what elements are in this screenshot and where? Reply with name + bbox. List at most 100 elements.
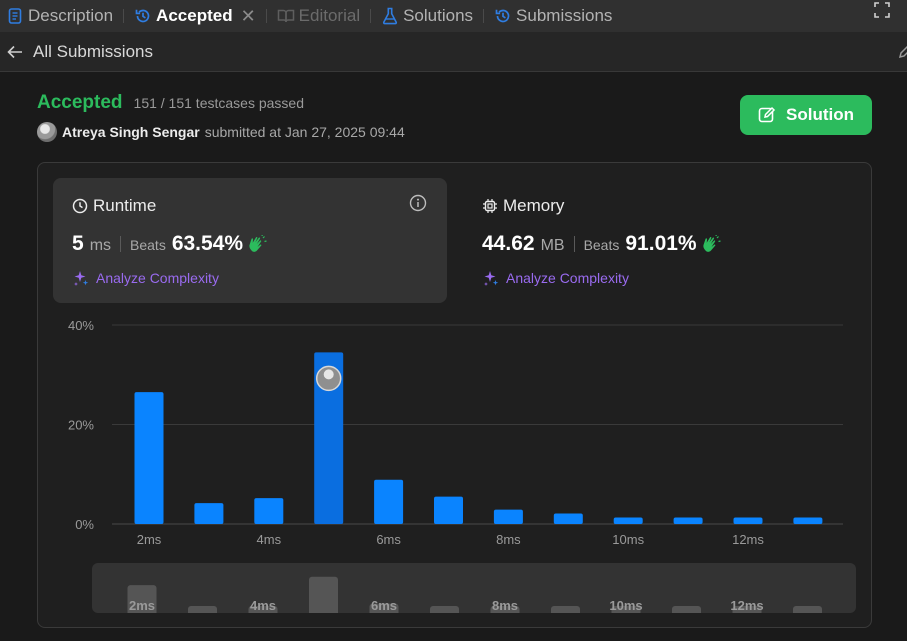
overview-bar [672,606,701,613]
selected-bar[interactable] [314,352,344,524]
fullscreen-icon[interactable] [873,1,891,19]
chart-bar[interactable] [254,498,284,524]
tab-divider [123,9,125,23]
x-tick-label: 12ms [732,532,764,547]
memory-value: 44.62 [482,232,535,255]
chart-bar[interactable] [553,513,583,524]
analyze-complexity-label: Analyze Complexity [96,270,219,286]
memory-title: Memory [503,196,565,215]
y-tick-label: 40% [68,318,94,333]
overview-bar [732,606,762,613]
chart-bar[interactable] [493,509,523,524]
submitted-time: submitted at Jan 27, 2025 09:44 [204,124,405,140]
close-icon[interactable]: ✕ [240,5,256,26]
tab-submissions-label: Submissions [516,6,613,25]
runtime-distribution-chart[interactable]: 40% 20% 0% 2ms 4ms 6ms 8ms 10ms 12ms [38,313,872,553]
overview-tick-label: 8ms [492,598,518,613]
avatar[interactable] [37,122,57,142]
chart-bar[interactable] [613,517,643,524]
overview-bar [248,606,278,613]
overview-bar [127,585,157,613]
book-icon [277,7,295,25]
runtime-beats-label: Beats [130,237,166,253]
all-submissions-link[interactable]: All Submissions [6,42,153,62]
runtime-beats-percent: 63.54% [171,232,244,255]
sparkle-icon [484,271,499,286]
runtime-panel[interactable]: Runtime 5 ms Beats 63.54% Analyze Comple… [53,178,447,303]
chip-icon [483,199,497,213]
chart-bar[interactable] [733,517,763,524]
overview-bar [188,606,217,613]
overview-tick-label: 10ms [609,598,642,613]
memory-value-row: 44.62 MB Beats 91.01% [482,232,721,256]
tab-accepted[interactable]: Accepted ✕ [128,5,262,27]
solution-button[interactable]: Solution [740,95,872,135]
tab-editorial[interactable]: Editorial [271,5,366,27]
runtime-value-row: 5 ms Beats 63.54% [72,232,267,256]
edit-note-icon[interactable] [897,43,907,61]
runtime-value: 5 [72,232,84,255]
sparkle-icon [74,271,89,286]
submission-subbar: All Submissions [0,32,907,72]
overview-bar [369,603,399,613]
tab-description-label: Description [28,6,114,25]
overview-bar [793,606,822,613]
x-tick-label: 6ms [376,532,401,547]
memory-panel[interactable]: Memory 44.62 MB Beats 91.01% Analyze Com… [463,178,857,303]
tab-description[interactable]: Description [0,5,119,27]
y-tick-label: 20% [68,418,94,433]
x-tick-label: 10ms [612,532,644,547]
info-icon[interactable] [409,194,427,212]
testcases-summary: 151 / 151 testcases passed [133,95,304,111]
tab-divider [483,9,485,23]
chart-bar[interactable] [673,517,703,524]
x-tick-label: 8ms [496,532,521,547]
overview-tick-label: 6ms [371,598,397,613]
tab-divider [370,9,372,23]
memory-unit: MB [540,237,565,254]
chart-bar[interactable] [793,517,823,524]
overview-tick-label: 12ms [730,598,763,613]
performance-card: Runtime 5 ms Beats 63.54% Analyze Comple… [37,162,872,628]
tab-accepted-label: Accepted [156,6,233,25]
clap-icon [702,235,721,252]
chart-bar[interactable] [374,479,404,524]
analyze-complexity-label: Analyze Complexity [506,270,629,286]
chart-overview-strip[interactable]: 2ms 4ms 6ms 8ms 10ms 12ms [92,563,856,613]
edit-icon [758,106,776,123]
status-badge: Accepted [37,92,123,113]
description-icon [6,7,24,25]
history-icon [134,7,152,25]
chart-bar[interactable] [134,392,164,524]
memory-beats-label: Beats [583,237,620,253]
analyze-complexity-runtime[interactable]: Analyze Complexity [72,269,219,287]
overview-bar [611,606,641,613]
overview-bar [551,606,580,613]
overview-tick-label: 2ms [129,598,155,613]
chart-bar[interactable] [194,503,224,524]
overview-tick-label: 4ms [250,598,276,613]
tab-editorial-label: Editorial [298,6,361,25]
tab-submissions[interactable]: Submissions [488,5,618,27]
overview-bar [490,606,520,613]
divider [120,236,122,252]
all-submissions-label: All Submissions [33,41,153,61]
overview-bar [309,576,338,613]
author-name[interactable]: Atreya Singh Sengar [62,124,200,140]
submission-status: Accepted 151 / 151 testcases passed [37,92,304,114]
analyze-complexity-memory[interactable]: Analyze Complexity [482,269,629,287]
problem-tab-bar: Description Accepted ✕ Editorial Solutio… [0,0,907,32]
overview-bar [430,606,459,613]
tab-solutions-label: Solutions [403,6,474,25]
chart-bar[interactable] [434,496,463,524]
tab-solutions[interactable]: Solutions [375,5,479,27]
runtime-header: Runtime [72,196,156,216]
tab-divider [265,9,267,23]
submission-meta: Atreya Singh Sengar submitted at Jan 27,… [37,122,405,142]
memory-beats-percent: 91.01% [625,232,697,255]
flask-icon [381,7,399,25]
submission-detail: Accepted 151 / 151 testcases passed Atre… [0,72,907,641]
arrow-left-icon [7,45,22,58]
runtime-title: Runtime [93,196,157,215]
history-icon [494,7,512,25]
